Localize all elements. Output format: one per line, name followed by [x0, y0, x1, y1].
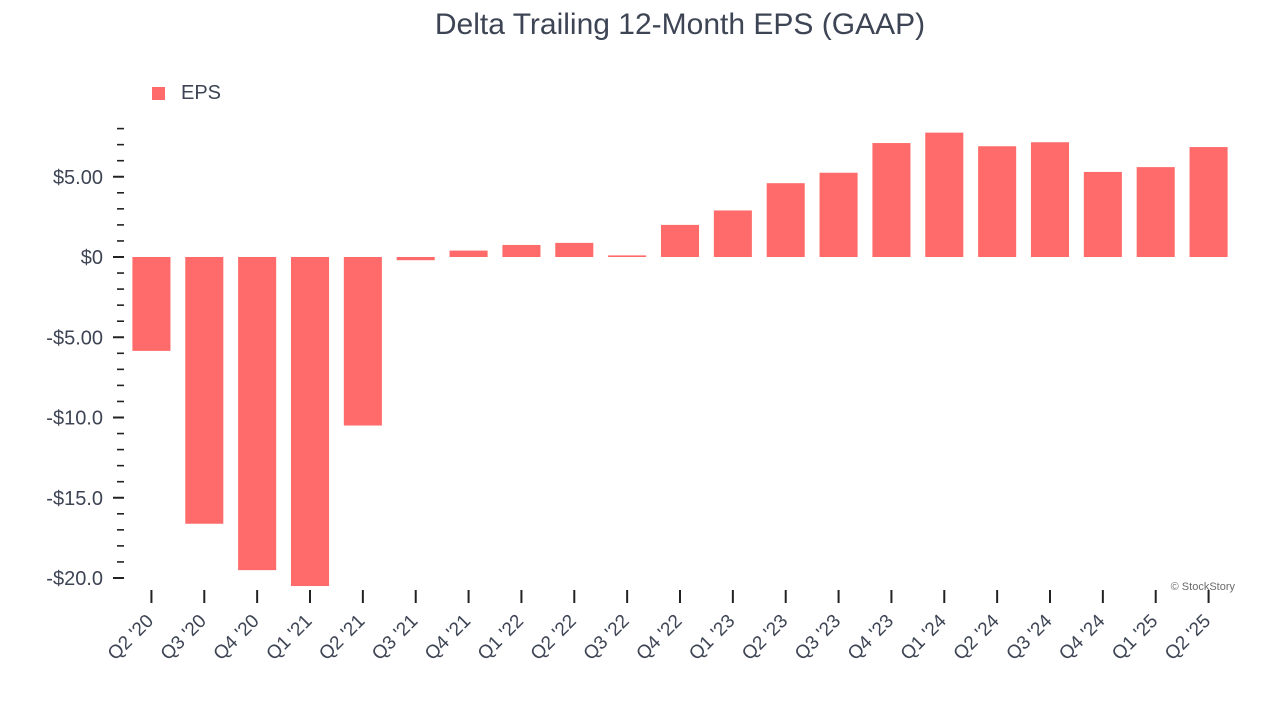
x-tick-label: Q1 '23 — [685, 611, 739, 665]
bar-q1-21 — [290, 257, 330, 587]
x-tick-label: Q2 '25 — [1161, 611, 1215, 665]
legend: EPS — [152, 82, 221, 104]
bar-q1-24 — [925, 132, 964, 257]
watermark: © StockStory — [1171, 581, 1236, 593]
x-tick-label: Q4 '23 — [844, 611, 898, 665]
x-tick-label: Q3 '21 — [368, 611, 422, 665]
y-tick-label: -$10.0 — [46, 408, 103, 430]
bar-q3-21 — [396, 257, 435, 261]
bar-q3-22 — [608, 255, 647, 257]
x-tick-label: Q3 '24 — [1003, 610, 1057, 664]
x-tick-label: Q1 '21 — [263, 611, 317, 665]
x-tick-label: Q2 '21 — [315, 611, 369, 665]
bars — [132, 132, 1228, 587]
legend-swatch-eps — [152, 87, 165, 100]
x-tick-label: Q3 '20 — [157, 611, 211, 665]
bar-q2-25 — [1189, 147, 1228, 257]
bar-q2-20 — [132, 257, 171, 351]
bar-q3-20 — [185, 257, 224, 524]
x-tick-label: Q4 '21 — [421, 611, 475, 665]
x-tick-label: Q1 '22 — [474, 611, 528, 665]
y-tick-label: $5.00 — [53, 167, 103, 189]
x-tick-label: Q1 '25 — [1108, 611, 1162, 665]
y-tick-label: $0 — [81, 247, 103, 269]
x-tick-label: Q2 '23 — [738, 611, 792, 665]
bar-q1-25 — [1136, 167, 1175, 257]
bar-q4-24 — [1083, 171, 1122, 257]
x-tick-label: Q4 '22 — [633, 611, 687, 665]
bar-q4-22 — [660, 224, 700, 257]
y-axis: $5.00 $0 -$5.00 -$10.0 -$15.0 -$20.0 — [46, 127, 124, 590]
x-tick-label: Q1 '24 — [897, 610, 951, 664]
bar-q2-23 — [766, 183, 805, 257]
bar-q3-24 — [1030, 142, 1070, 257]
y-tick-label: -$5.00 — [46, 327, 103, 349]
bar-q2-24 — [978, 146, 1017, 257]
x-tick-label: Q3 '22 — [580, 611, 634, 665]
chart-title: Delta Trailing 12-Month EPS (GAAP) — [435, 8, 925, 41]
legend-label-eps: EPS — [181, 82, 221, 104]
y-tick-label: -$20.0 — [46, 568, 103, 590]
bar-q4-23 — [872, 143, 911, 257]
x-tick-label: Q3 '23 — [791, 611, 845, 665]
bar-q2-21 — [343, 257, 382, 426]
bar-q4-21 — [449, 250, 488, 257]
x-tick-label: Q4 '24 — [1055, 610, 1109, 664]
x-tick-label: Q2 '24 — [950, 610, 1004, 664]
bar-q1-23 — [713, 210, 752, 257]
x-tick-label: Q2 '22 — [527, 611, 581, 665]
bar-q4-20 — [238, 257, 277, 571]
bar-q2-22 — [555, 242, 594, 257]
x-tick-label: Q2 '20 — [104, 611, 158, 665]
bar-q3-23 — [819, 172, 858, 257]
bar-q1-22 — [502, 244, 541, 257]
x-tick-label: Q4 '20 — [210, 611, 264, 665]
y-tick-label: -$15.0 — [46, 488, 103, 510]
